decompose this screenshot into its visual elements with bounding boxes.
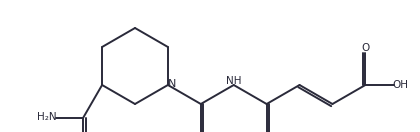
Text: NH: NH — [226, 76, 241, 86]
Text: OH: OH — [393, 80, 409, 90]
Text: N: N — [168, 79, 176, 89]
Text: O: O — [361, 43, 370, 53]
Text: H₂N: H₂N — [37, 112, 57, 122]
